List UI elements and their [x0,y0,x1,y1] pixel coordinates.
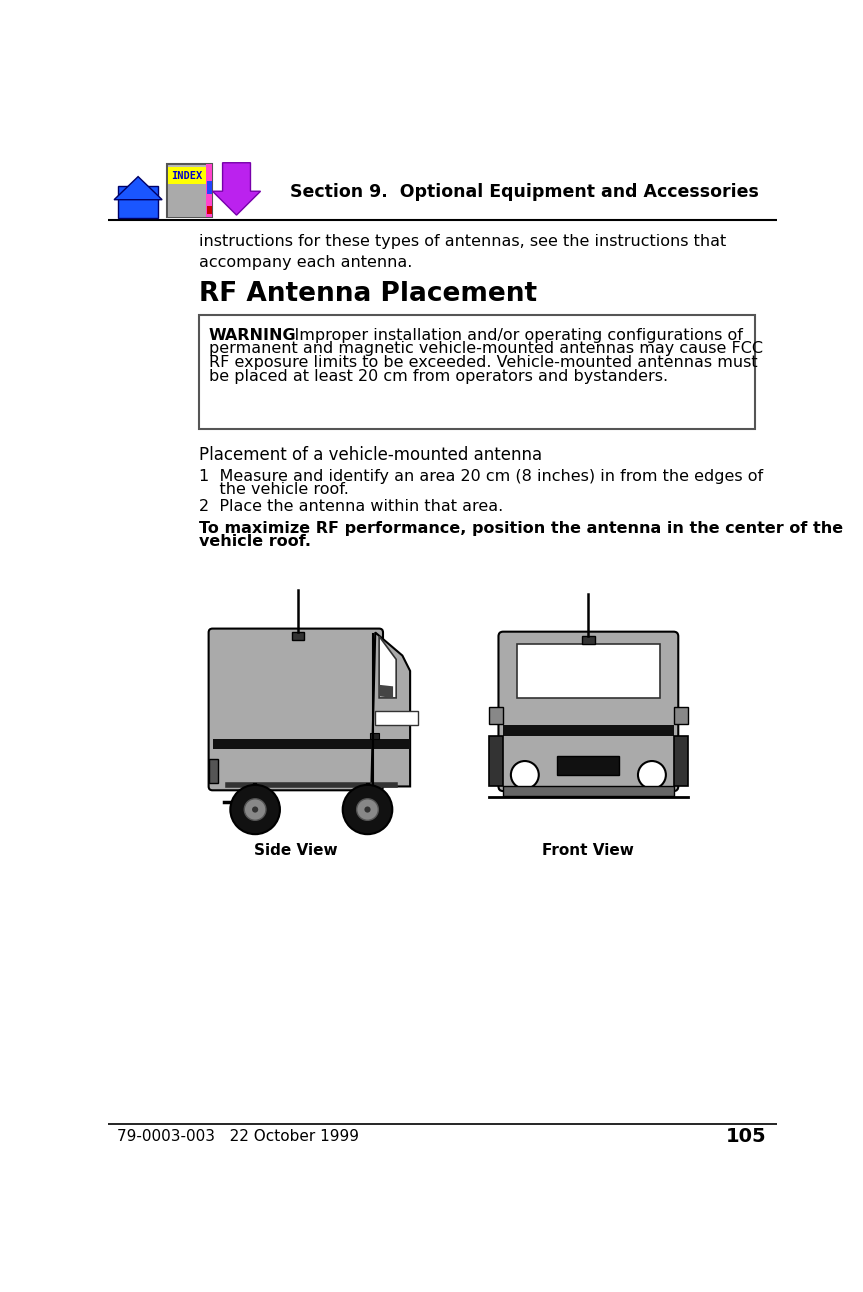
Bar [489,707,503,724]
Text: be placed at least 20 cm from operators and bystanders.: be placed at least 20 cm from operators … [209,370,668,384]
Text: 2  Place the antenna within that area.: 2 Place the antenna within that area. [199,499,504,514]
Bar [212,739,410,749]
Bar [167,164,211,217]
Bar [503,787,674,796]
Bar [209,760,218,783]
Text: INDEX: INDEX [171,171,203,181]
Text: Placement of a vehicle-mounted antenna: Placement of a vehicle-mounted antenna [199,446,543,464]
Bar [205,164,211,217]
Text: 79-0003-003   22 October 1999: 79-0003-003 22 October 1999 [117,1129,359,1145]
Text: 1  Measure and identify an area 20 cm (8 inches) in from the edges of: 1 Measure and identify an area 20 cm (8 … [199,469,764,484]
Text: RF Antenna Placement: RF Antenna Placement [199,280,538,306]
Polygon shape [114,177,162,200]
Bar [557,756,620,775]
Bar [517,643,659,698]
Bar [168,168,205,185]
Circle shape [638,761,666,788]
Bar [207,181,211,194]
Bar [199,315,755,429]
Text: vehicle roof.: vehicle roof. [199,534,312,549]
Text: instructions for these types of antennas, see the instructions that
accompany ea: instructions for these types of antennas… [199,234,727,270]
Polygon shape [371,633,410,787]
Bar [207,205,211,213]
Bar [674,736,688,787]
Bar [674,707,688,724]
Bar [292,633,304,640]
Circle shape [364,806,370,813]
Polygon shape [212,163,261,214]
Bar [375,711,418,725]
Text: To maximize RF performance, position the antenna in the center of the: To maximize RF performance, position the… [199,521,843,536]
FancyBboxPatch shape [499,632,678,791]
Text: Front View: Front View [543,844,634,858]
Circle shape [356,798,378,820]
Bar [583,636,595,643]
Text: permanent and magnetic vehicle-mounted antennas may cause FCC: permanent and magnetic vehicle-mounted a… [209,341,763,357]
Polygon shape [379,685,393,698]
Text: the vehicle roof.: the vehicle roof. [199,482,350,496]
Text: Side View: Side View [254,844,337,858]
Circle shape [230,786,280,835]
Circle shape [343,786,393,835]
Polygon shape [379,636,396,698]
Circle shape [252,806,258,813]
Text: WARNING: WARNING [209,327,296,342]
Circle shape [511,761,539,788]
Bar [489,736,503,787]
Bar [118,186,158,218]
Bar [168,185,205,217]
Text: RF exposure limits to be exceeded. Vehicle-mounted antennas must: RF exposure limits to be exceeded. Vehic… [209,355,757,371]
FancyBboxPatch shape [209,629,383,791]
Bar [503,725,674,735]
Circle shape [244,798,266,820]
Bar [370,734,379,739]
Text: 105: 105 [726,1128,766,1146]
Text: Improper installation and/or operating configurations of: Improper installation and/or operating c… [274,327,742,342]
Text: Section 9.  Optional Equipment and Accessories: Section 9. Optional Equipment and Access… [290,183,759,202]
